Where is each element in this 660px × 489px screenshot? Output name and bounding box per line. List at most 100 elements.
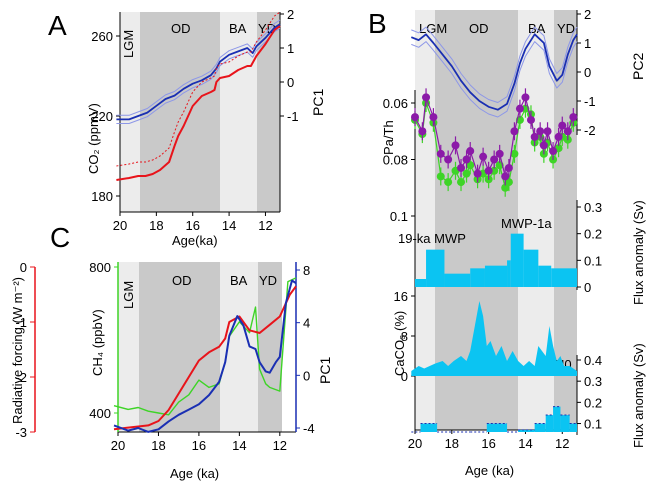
b-pa-th-purple-point <box>429 113 438 122</box>
a-left-tick-label: 260 <box>91 29 113 44</box>
b-pa-th-green-point <box>457 178 466 187</box>
c-left-axis-label: CH₄ (ppbV) <box>90 309 105 376</box>
b-x-tick-label: 18 <box>445 436 459 451</box>
c-right-tick-label: 4 <box>303 316 310 331</box>
flux-top-tick-label: 0.2 <box>584 227 602 242</box>
b-pa-th-green-point <box>462 169 471 178</box>
a-co2-line <box>116 25 281 181</box>
a-x-axis-label: Age(ka) <box>172 233 218 248</box>
flux-top-bar <box>426 249 445 287</box>
c-right-axis-label: PC1 <box>317 357 333 384</box>
flux-bottom-bar <box>560 415 570 432</box>
b-pa-th-purple-point <box>462 155 471 164</box>
c-forcing-line <box>113 285 297 431</box>
period-label-yd: YD <box>259 273 277 288</box>
c-right-tick-label: 0 <box>303 368 310 383</box>
caco3-tick-label: 16 <box>394 289 408 304</box>
od-band <box>139 262 220 432</box>
period-label-od: OD <box>171 21 191 36</box>
ba-band <box>220 12 257 212</box>
b-pa-th-purple-point <box>501 172 510 181</box>
b-pc2-upper-band <box>411 26 578 103</box>
flux-bottom-bar <box>553 406 561 432</box>
b-right-tick-label: 0 <box>584 65 591 80</box>
b-pa-th-purple-point <box>521 93 530 102</box>
c-pc1-line <box>113 279 297 433</box>
period-label-ba: BA <box>230 273 248 288</box>
b-pa-th-purple-point <box>569 113 578 122</box>
b-pa-th-purple-point <box>473 169 482 178</box>
b-pa-th-purple-point <box>539 141 548 150</box>
flux-top-bar <box>551 268 577 287</box>
flux-top-bar <box>523 249 539 287</box>
flux-top-bar <box>444 273 471 287</box>
c-x-tick-label: 14 <box>232 438 246 453</box>
b-pa-th-purple-point <box>554 132 563 141</box>
b-x-tick-label: 14 <box>518 436 532 451</box>
b-pa-th-green-point <box>466 161 475 170</box>
b-x-axis-label: Age (ka) <box>465 463 514 478</box>
flux-top-bar <box>507 260 511 287</box>
c-x-tick-label: 16 <box>192 438 206 453</box>
c-far-left-tick-label: -3 <box>15 425 27 440</box>
a-x-tick-label: 16 <box>185 218 199 233</box>
lgm-band <box>118 262 139 432</box>
a-left-tick-label: 220 <box>91 109 113 124</box>
panel-b: LGM OD BA YD Pa/Th PC2 Flux anomaly (Sv)… <box>381 7 646 478</box>
flux-top-bar <box>415 279 427 287</box>
period-label-lgm: LGM <box>419 21 447 36</box>
c-far-left-tick-label: -2 <box>15 370 27 385</box>
b-right-axis-label: PC2 <box>630 53 646 80</box>
a-right-tick-label: 2 <box>287 7 294 22</box>
period-label-lgm: LGM <box>121 30 136 58</box>
c-x-tick-label: 18 <box>151 438 165 453</box>
b-pa-th-purple-point <box>451 141 460 150</box>
a-right-tick-label: 0 <box>287 75 294 90</box>
c-right-tick-label: 8 <box>303 263 310 278</box>
period-label-od: OD <box>469 21 489 36</box>
b-pa-th-green-point <box>501 183 510 192</box>
flux-top-bar <box>470 268 485 287</box>
flux-bottom-axis-label: Flux anomaly (Sv) <box>631 343 646 448</box>
b-right-tick-label: 1 <box>584 36 591 51</box>
b-pa-th-purple-point <box>490 155 499 164</box>
flux-bottom-tick-label: 0.2 <box>584 395 602 410</box>
panel-c: LGM OD BA YD CH₄ (ppbV) Radiative forcin… <box>10 260 333 481</box>
b-right-tick-label: 2 <box>584 7 591 22</box>
c-far-left-axis-label: Radiative forcing (W m⁻²) <box>10 277 25 424</box>
c-far-left-tick-label: 0 <box>20 260 27 275</box>
flux-top-tick-label: 0.1 <box>584 253 602 268</box>
flux-top-bar <box>484 265 508 287</box>
a-x-tick-label: 12 <box>258 218 272 233</box>
caco3-axis-label: CaCO₃ (%) <box>392 311 407 376</box>
caco3-tick-label: 8 <box>401 329 408 344</box>
b-pc2-line <box>410 33 578 111</box>
b-pa-th-purple-point <box>495 149 504 158</box>
a-right-tick-label: -1 <box>287 109 299 124</box>
c-left-tick-label: 400 <box>89 406 111 421</box>
yd-band <box>258 262 282 432</box>
b-x-tick-label: 12 <box>555 436 569 451</box>
b-right-tick-label: -1 <box>584 94 596 109</box>
period-label-lgm: LGM <box>121 281 136 309</box>
od-band <box>140 12 220 212</box>
b-left-axis-label: Pa/Th <box>381 120 396 155</box>
flux-top-axis-label: Flux anomaly (Sv) <box>631 200 646 305</box>
flux-bottom-bar <box>534 423 546 432</box>
a-x-tick-label: 20 <box>113 218 127 233</box>
b-pa-th-purple-point <box>515 104 524 113</box>
flux-bottom-tick-label: 0.3 <box>584 374 602 389</box>
b-left-tick-label: 0.1 <box>390 209 408 224</box>
b-pa-th-green-point <box>510 149 519 158</box>
b-pa-th-purple-point <box>563 127 572 136</box>
a-pc1-line <box>116 23 281 121</box>
c-x-tick-label: 20 <box>111 438 125 453</box>
flux-bottom-bar <box>420 423 438 432</box>
a-left-tick-label: 180 <box>91 189 113 204</box>
b-pa-th-purple-point <box>526 115 535 124</box>
b-left-tick-label: 0.08 <box>383 153 408 168</box>
flux-bottom-tick-label: 0.1 <box>584 417 602 432</box>
yd-band <box>257 12 280 212</box>
b-pa-th-green-point <box>444 178 453 187</box>
b-pa-th-green-point <box>436 172 445 181</box>
